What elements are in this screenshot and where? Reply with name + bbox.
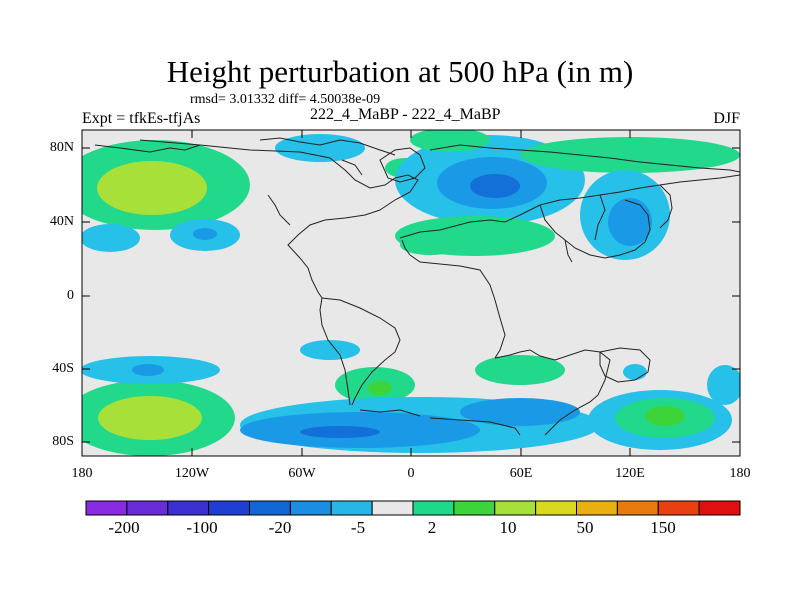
x-tick-label: 180 <box>710 466 770 482</box>
colorbar-label: -20 <box>250 518 310 538</box>
anomaly-region <box>608 198 652 246</box>
anomaly-region <box>520 137 740 173</box>
colorbar-swatch <box>168 501 209 515</box>
colorbar-swatch <box>209 501 250 515</box>
colorbar-label: -100 <box>172 518 232 538</box>
anomaly-region <box>97 161 207 215</box>
anomaly-region <box>300 426 380 438</box>
anomaly-region <box>707 365 743 405</box>
anomaly-region <box>460 398 580 426</box>
colorbar-label: -200 <box>94 518 154 538</box>
anomaly-region <box>410 128 490 152</box>
colorbar-swatch <box>250 501 291 515</box>
colorbar-swatch <box>495 501 536 515</box>
colorbar-swatch <box>372 501 413 515</box>
anomaly-region <box>368 381 392 395</box>
x-tick-label: 60E <box>491 466 551 482</box>
y-tick-label: 40N <box>14 214 74 230</box>
anomaly-region <box>98 396 202 440</box>
x-tick-label: 180 <box>52 466 112 482</box>
x-tick-label: 0 <box>381 466 441 482</box>
y-tick-label: 80N <box>14 140 74 156</box>
anomaly-region <box>193 228 217 240</box>
colorbar-swatch <box>577 501 618 515</box>
colorbar-label: 2 <box>402 518 462 538</box>
colorbar-label: 150 <box>633 518 693 538</box>
colorbar-swatch <box>454 501 495 515</box>
y-tick-label: 40S <box>14 361 74 377</box>
colorbar-swatch <box>699 501 740 515</box>
x-tick-label: 120W <box>162 466 222 482</box>
anomaly-region <box>470 174 520 198</box>
anomaly-region <box>623 364 647 380</box>
x-tick-label: 60W <box>272 466 332 482</box>
anomaly-region <box>400 235 460 255</box>
colorbar-swatch <box>331 501 372 515</box>
colorbar-swatch <box>658 501 699 515</box>
colorbar <box>86 501 740 515</box>
y-tick-label: 80S <box>14 434 74 450</box>
x-tick-label: 120E <box>600 466 660 482</box>
colorbar-label: 10 <box>478 518 538 538</box>
colorbar-swatch <box>536 501 577 515</box>
colorbar-swatch <box>127 501 168 515</box>
colorbar-label: 50 <box>555 518 615 538</box>
anomaly-region <box>132 364 164 376</box>
colorbar-label: -5 <box>328 518 388 538</box>
colorbar-swatch <box>86 501 127 515</box>
anomaly-region <box>645 406 685 426</box>
anomaly-region <box>80 224 140 252</box>
anomaly-region <box>275 134 365 162</box>
colorbar-swatch <box>413 501 454 515</box>
colorbar-swatch <box>290 501 331 515</box>
y-tick-label: 0 <box>14 288 74 304</box>
colorbar-swatch <box>617 501 658 515</box>
